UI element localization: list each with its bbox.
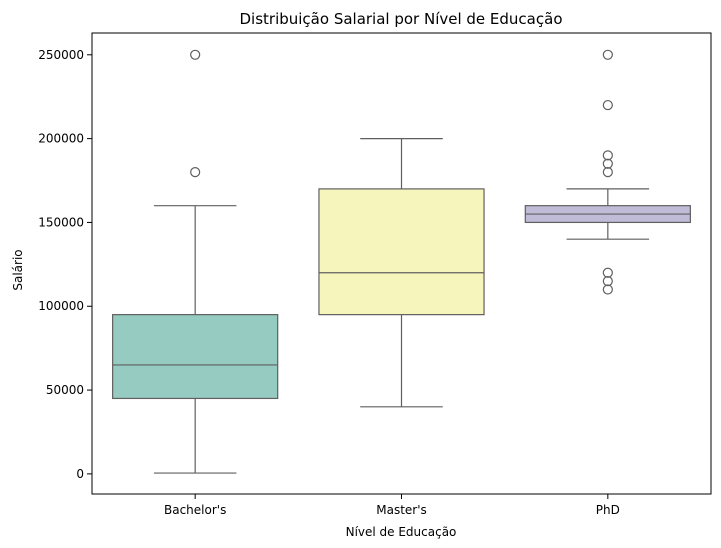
outlier-point [602,150,613,161]
box-masters [318,188,485,316]
y-tick-label: 0 [76,467,84,481]
outlier-point [602,99,613,111]
chart-title: Distribuição Salarial por Nível de Educa… [239,10,562,28]
outlier-point [602,167,613,178]
outlier-point [602,284,613,295]
outlier-point [602,49,613,60]
outlier-point [602,267,613,278]
y-axis-label: Salário [11,249,25,290]
box-bachelors [112,314,279,400]
plot-area: 0 50000 100000 150000 200000 250000 Bachelor's… [38,32,712,517]
outlier-point [602,276,613,287]
y-tick-label: 200000 [38,132,84,146]
x-axis-label: Nível de Educação [346,525,457,539]
y-tick-label: 50000 [46,383,84,397]
y-tick-label: 150000 [38,215,84,229]
y-tick-label: 250000 [38,48,84,62]
outlier-point [190,167,201,178]
outlier-point [190,49,201,60]
x-tick-label: PhD [596,503,620,517]
plot-frame [91,32,712,495]
outlier-point [602,158,613,169]
y-tick-label: 100000 [38,299,84,313]
x-tick-label: Bachelor's [164,503,226,517]
x-tick-label: Master's [376,503,427,517]
